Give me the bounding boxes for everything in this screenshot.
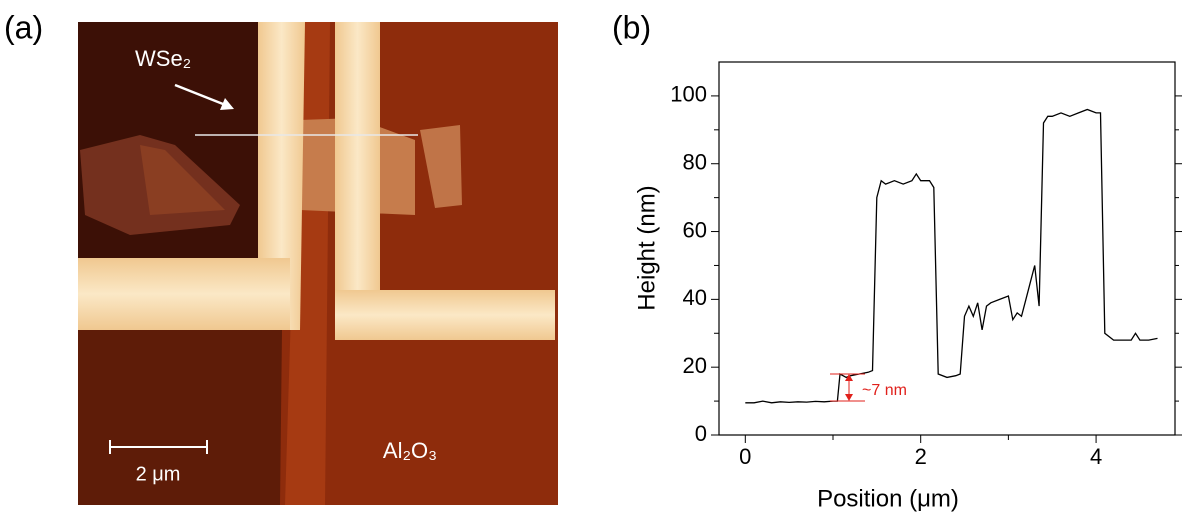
flake-label: WSe₂ (135, 46, 191, 71)
y-tick-label: 40 (683, 285, 707, 310)
y-tick-label: 20 (683, 353, 707, 378)
x-tick-label: 0 (739, 444, 751, 469)
annotation: ~7 nm (862, 382, 907, 399)
profile-line (745, 108, 1158, 404)
x-axis-label: Position (μm) (817, 485, 959, 512)
plot-frame (718, 61, 1176, 436)
panel-label: (b) (612, 9, 651, 45)
y-tick-label: 80 (683, 150, 707, 175)
substrate-label: Al₂O₃ (383, 438, 437, 463)
arrow-head (845, 374, 853, 381)
y-tick-label: 100 (670, 82, 707, 107)
y-axis-label: Height (nm) (633, 185, 660, 310)
afm-image (78, 22, 558, 505)
x-tick-label: 2 (915, 444, 927, 469)
y-tick-label: 0 (695, 421, 707, 446)
x-tick-label: 4 (1090, 444, 1102, 469)
scale-label: 2 μm (136, 463, 181, 485)
arrow-head (845, 394, 853, 401)
step-annotation (830, 373, 865, 402)
panel-label: (a) (4, 9, 43, 45)
y-tick-label: 60 (683, 217, 707, 242)
